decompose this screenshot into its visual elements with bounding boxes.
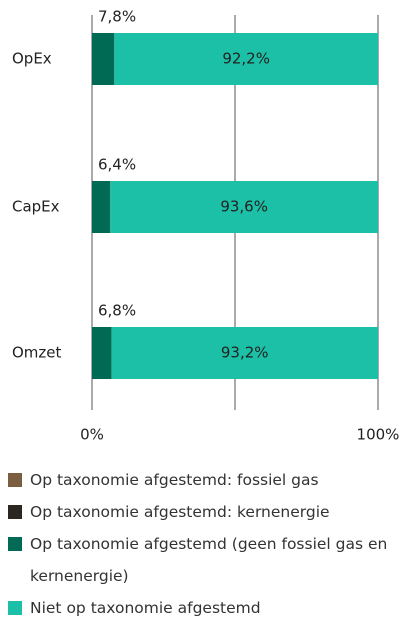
legend-label: Op taxonomie afgestemd (geen fossiel gas… — [30, 535, 388, 585]
category-label: CapEx — [12, 198, 60, 216]
legend-label: Op taxonomie afgestemd: kernenergie — [30, 503, 330, 521]
value-label: 7,8% — [98, 8, 136, 26]
legend: Op taxonomie afgestemd: fossiel gas Op ta… — [8, 464, 393, 624]
x-tick-label: 100% — [357, 426, 400, 444]
category-label: Omzet — [12, 344, 62, 362]
legend-item: Op taxonomie afgestemd: fossiel gas — [8, 464, 393, 496]
legend-swatch — [8, 537, 22, 551]
legend-label: Op taxonomie afgestemd: fossiel gas — [30, 471, 319, 489]
bar-segment — [92, 33, 115, 85]
value-label: 6,8% — [98, 302, 136, 320]
bar-segment — [111, 327, 378, 379]
legend-item: Niet op taxonomie afgestemd — [8, 592, 393, 624]
legend-item: Op taxonomie afgestemd: kernenergie — [8, 496, 393, 528]
legend-swatch — [8, 473, 22, 487]
legend-swatch — [8, 601, 22, 615]
category-label: OpEx — [12, 50, 52, 68]
x-tick-label: 0% — [80, 426, 104, 444]
bar-segment — [114, 33, 379, 85]
legend-item: Op taxonomie afgestemd (geen fossiel gas… — [8, 528, 393, 592]
chart: 0% 100% OpEx 7,8% 92,2% CapEx 6,4% 93,6% Omzet 6,… — [12, 8, 400, 444]
legend-label: Niet op taxonomie afgestemd — [30, 599, 261, 617]
value-label: 6,4% — [98, 156, 136, 174]
value-label: 93,6% — [220, 198, 268, 216]
legend-swatch — [8, 505, 22, 519]
bar-segment — [110, 181, 378, 233]
bar-segment — [92, 327, 112, 379]
value-label: 93,2% — [221, 344, 269, 362]
bar-segment — [92, 181, 111, 233]
value-label: 92,2% — [222, 50, 270, 68]
